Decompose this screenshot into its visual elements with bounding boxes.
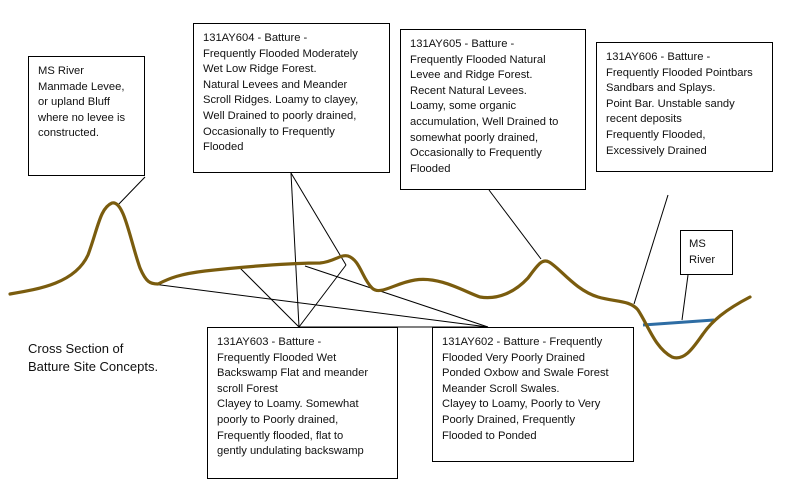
river-label-text: MS River	[689, 238, 716, 266]
leader-ay602-a	[152, 283, 489, 328]
leader-ay602-b	[304, 265, 489, 328]
terrain-profile	[8, 201, 752, 360]
water-surface	[642, 318, 715, 327]
ay603-label-box: 131AY603 - Batture - Frequently Flooded …	[207, 327, 398, 479]
diagram-caption: Cross Section of Batture Site Concepts.	[28, 341, 159, 374]
ay606-label-text: 131AY606 - Batture - Frequently Flooded …	[606, 51, 753, 157]
leader-ay603-b	[298, 264, 347, 328]
ay604-label-box: 131AY604 - Batture - Frequently Flooded …	[193, 23, 390, 173]
levee-label-text: MS River Manmade Levee, or upland Bluff …	[38, 65, 126, 140]
ay605-label-text: 131AY605 - Batture - Frequently Flooded …	[410, 38, 559, 175]
ay605-label-box: 131AY605 - Batture - Frequently Flooded …	[400, 29, 586, 190]
leader-ay603-a	[239, 267, 300, 328]
ay602-label-box: 131AY602 - Batture - Frequently Flooded …	[432, 327, 634, 462]
leader-river	[681, 274, 689, 321]
leader-ay604-a	[290, 172, 300, 328]
ay606-label-box: 131AY606 - Batture - Frequently Flooded …	[596, 42, 773, 172]
ay602-label-text: 131AY602 - Batture - Frequently Flooded …	[442, 336, 609, 442]
levee-label-box: MS River Manmade Levee, or upland Bluff …	[28, 56, 145, 176]
river-label-box: MS River	[680, 230, 733, 275]
leader-lines	[116, 172, 689, 328]
leader-ay605	[488, 189, 542, 260]
ay604-label-text: 131AY604 - Batture - Frequently Flooded …	[203, 32, 359, 154]
leader-levee	[116, 176, 146, 207]
leader-ay606	[633, 194, 669, 305]
leader-ay604-b	[290, 172, 347, 266]
ay603-label-text: 131AY603 - Batture - Frequently Flooded …	[217, 336, 369, 458]
